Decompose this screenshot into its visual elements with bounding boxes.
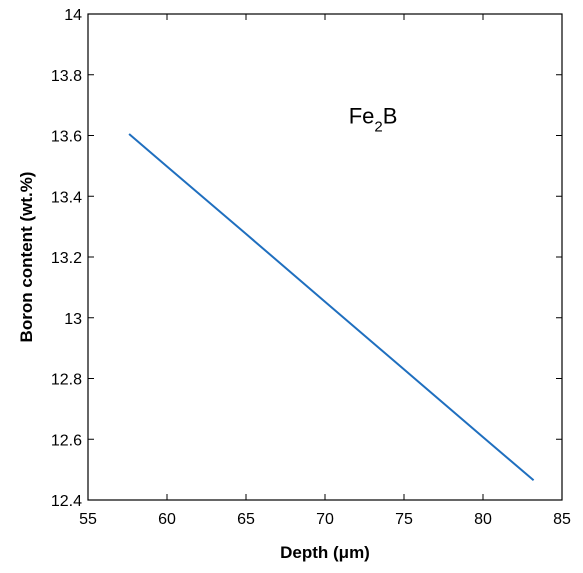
x-axis-label: Depth (μm) bbox=[280, 543, 370, 562]
x-tick-label: 70 bbox=[316, 511, 334, 528]
y-tick-label: 14 bbox=[64, 7, 82, 24]
x-tick-label: 55 bbox=[79, 511, 97, 528]
annotation-main: Fe bbox=[349, 103, 375, 128]
y-axis: 12.4 12.6 12.8 13 13.2 13.4 13.6 13.8 14 bbox=[51, 7, 562, 510]
x-tick-label: 60 bbox=[158, 511, 176, 528]
annotation-tail: B bbox=[383, 103, 398, 128]
x-tick-label: 80 bbox=[474, 511, 492, 528]
y-tick-label: 12.6 bbox=[51, 432, 82, 449]
y-tick-label: 13.2 bbox=[51, 250, 82, 267]
plot-area bbox=[87, 13, 563, 501]
x-tick-label: 75 bbox=[395, 511, 413, 528]
y-tick-label: 13.4 bbox=[51, 189, 82, 206]
x-axis: 55 60 65 70 75 80 85 bbox=[79, 14, 571, 528]
x-tick-label: 65 bbox=[237, 511, 255, 528]
series-line bbox=[128, 133, 535, 482]
y-tick-label: 12.8 bbox=[51, 372, 82, 389]
fe2b-annotation: Fe2B bbox=[349, 103, 398, 135]
annotation-sub: 2 bbox=[374, 118, 382, 135]
x-tick-label: 85 bbox=[553, 511, 571, 528]
y-tick-label: 12.4 bbox=[51, 493, 82, 510]
y-tick-label: 13 bbox=[64, 311, 82, 328]
y-tick-label: 13.8 bbox=[51, 68, 82, 85]
y-axis-label: Boron content (wt.%) bbox=[17, 172, 36, 343]
y-tick-label: 13.6 bbox=[51, 129, 82, 146]
